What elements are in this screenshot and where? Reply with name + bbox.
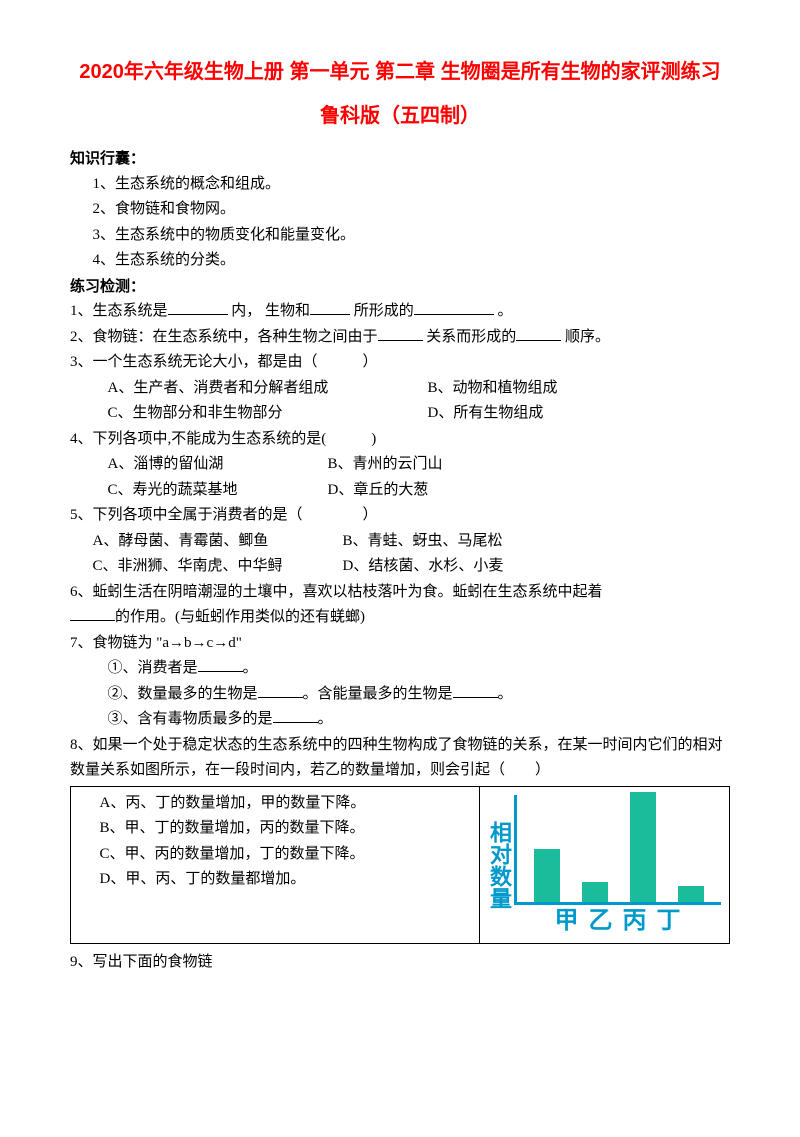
question-6: 6、蚯蚓生活在阴暗潮湿的土壤中，喜欢以枯枝落叶为食。蚯蚓在生态系统中起着 的作用… xyxy=(70,580,730,631)
section1-header: 知识行囊： xyxy=(70,146,730,172)
q2-part-a: 2、食物链：在生态系统中，各种生物之间由于 xyxy=(70,329,378,345)
question-5-stem: 5、下列各项中全属于消费者的是（ ） xyxy=(70,503,730,529)
question-8-options-cell: A、丙、丁的数量增加，甲的数量下降。 B、甲、丁的数量增加，丙的数量下降。 C、… xyxy=(71,786,480,944)
bar-yi xyxy=(582,882,608,902)
q5-opt-b[interactable]: B、青蛙、蚜虫、马尾松 xyxy=(343,529,503,555)
section2-header: 练习检测： xyxy=(70,274,730,300)
question-8-table: A、丙、丁的数量增加，甲的数量下降。 B、甲、丁的数量增加，丙的数量下降。 C、… xyxy=(70,786,730,945)
question-7-stem: 7、食物链为 "a→b→c→d" xyxy=(70,631,730,657)
q6-part-a: 6、蚯蚓生活在阴暗潮湿的土壤中，喜欢以枯枝落叶为食。蚯蚓在生态系统中起着 xyxy=(70,584,603,600)
q7-2a: ②、数量最多的生物是 xyxy=(108,686,258,702)
q5-opt-d[interactable]: D、结核菌、水杉、小麦 xyxy=(343,554,504,580)
q5-opt-a[interactable]: A、酵母菌、青霉菌、鲫鱼 xyxy=(93,529,343,555)
question-8-chart-cell: 相对数量 甲乙丙丁 xyxy=(480,786,730,944)
question-9: 9、写出下面的食物链 xyxy=(70,950,730,976)
q4-opt-c[interactable]: C、寿光的蔬菜基地 xyxy=(108,478,328,504)
question-4-options: A、淄博的留仙湖B、青州的云门山 C、寿光的蔬菜基地D、章丘的大葱 xyxy=(70,452,730,503)
question-8-stem: 8、如果一个处于稳定状态的生态系统中的四种生物构成了食物链的关系，在某一时间内它… xyxy=(70,733,730,784)
blank[interactable] xyxy=(378,326,423,341)
q3-opt-c[interactable]: C、生物部分和非生物部分 xyxy=(108,401,428,427)
knowledge-item-4: 4、生态系统的分类。 xyxy=(70,248,730,274)
q3-opt-d[interactable]: D、所有生物组成 xyxy=(428,401,544,427)
q8-opt-a[interactable]: A、丙、丁的数量增加，甲的数量下降。 xyxy=(77,791,473,817)
blank[interactable] xyxy=(258,683,303,698)
q2-part-c: 顺序。 xyxy=(565,329,610,345)
q7-3b: 。 xyxy=(318,711,333,727)
blank[interactable] xyxy=(273,708,318,723)
chart-xlabels: 甲乙丙丁 xyxy=(514,907,721,936)
bar-jia xyxy=(534,849,560,902)
q1-part-c: 所形成的 xyxy=(354,303,414,319)
q4-opt-d[interactable]: D、章丘的大葱 xyxy=(328,478,429,504)
q8-opt-d[interactable]: D、甲、丙、丁的数量都增加。 xyxy=(77,867,473,893)
q1-part-d: 。 xyxy=(498,303,513,319)
blank[interactable] xyxy=(516,326,561,341)
chart-plot xyxy=(514,795,721,905)
chart-ylabel: 相对数量 xyxy=(488,821,514,935)
q4-opt-a[interactable]: A、淄博的留仙湖 xyxy=(108,452,328,478)
doc-title: 2020年六年级生物上册 第一单元 第二章 生物圈是所有生物的家评测练习 鲁科版… xyxy=(70,50,730,138)
knowledge-item-2: 2、食物链和食物网。 xyxy=(70,197,730,223)
q4-opt-b[interactable]: B、青州的云门山 xyxy=(328,452,443,478)
question-3-stem: 3、一个生态系统无论大小，都是由（ ） xyxy=(70,350,730,376)
bar-bing xyxy=(630,792,656,902)
q5-opt-c[interactable]: C、非洲狮、华南虎、中华鲟 xyxy=(93,554,343,580)
q7-2b: 。含能量最多的生物是 xyxy=(303,686,453,702)
question-7-sub1: ①、消费者是 。 xyxy=(70,656,730,682)
question-1: 1、生态系统是 内， 生物和 所形成的 。 xyxy=(70,299,730,325)
q7-1a: ①、消费者是 xyxy=(108,660,198,676)
q2-part-b: 关系而形成的 xyxy=(426,329,516,345)
question-7-sub3: ③、含有毒物质最多的是 。 xyxy=(70,707,730,733)
bar-chart: 相对数量 甲乙丙丁 xyxy=(488,795,721,936)
blank[interactable] xyxy=(168,300,228,315)
q3-opt-a[interactable]: A、生产者、消费者和分解者组成 xyxy=(108,376,428,402)
knowledge-item-3: 3、生态系统中的物质变化和能量变化。 xyxy=(70,223,730,249)
q8-opt-c[interactable]: C、甲、丙的数量增加，丁的数量下降。 xyxy=(77,842,473,868)
question-4-stem: 4、下列各项中,不能成为生态系统的是( ) xyxy=(70,427,730,453)
knowledge-item-1: 1、生态系统的概念和组成。 xyxy=(70,172,730,198)
blank[interactable] xyxy=(310,300,350,315)
blank[interactable] xyxy=(453,683,498,698)
q7-3a: ③、含有毒物质最多的是 xyxy=(108,711,273,727)
q7-2c: 。 xyxy=(498,686,513,702)
q3-opt-b[interactable]: B、动物和植物组成 xyxy=(428,376,558,402)
q1-part-b: 内， 生物和 xyxy=(231,303,310,319)
question-5-options: A、酵母菌、青霉菌、鲫鱼B、青蛙、蚜虫、马尾松 C、非洲狮、华南虎、中华鲟D、结… xyxy=(70,529,730,580)
q7-1b: 。 xyxy=(243,660,258,676)
blank[interactable] xyxy=(414,300,494,315)
question-3-options: A、生产者、消费者和分解者组成B、动物和植物组成 C、生物部分和非生物部分D、所… xyxy=(70,376,730,427)
q6-part-b: 的作用。(与蚯蚓作用类似的还有蜣螂) xyxy=(115,609,365,625)
blank[interactable] xyxy=(70,606,115,621)
blank[interactable] xyxy=(198,657,243,672)
bar-ding xyxy=(678,886,704,901)
question-2: 2、食物链：在生态系统中，各种生物之间由于 关系而形成的 顺序。 xyxy=(70,325,730,351)
question-7-sub2: ②、数量最多的生物是 。含能量最多的生物是 。 xyxy=(70,682,730,708)
q8-opt-b[interactable]: B、甲、丁的数量增加，丙的数量下降。 xyxy=(77,816,473,842)
q1-part-a: 1、生态系统是 xyxy=(70,303,168,319)
